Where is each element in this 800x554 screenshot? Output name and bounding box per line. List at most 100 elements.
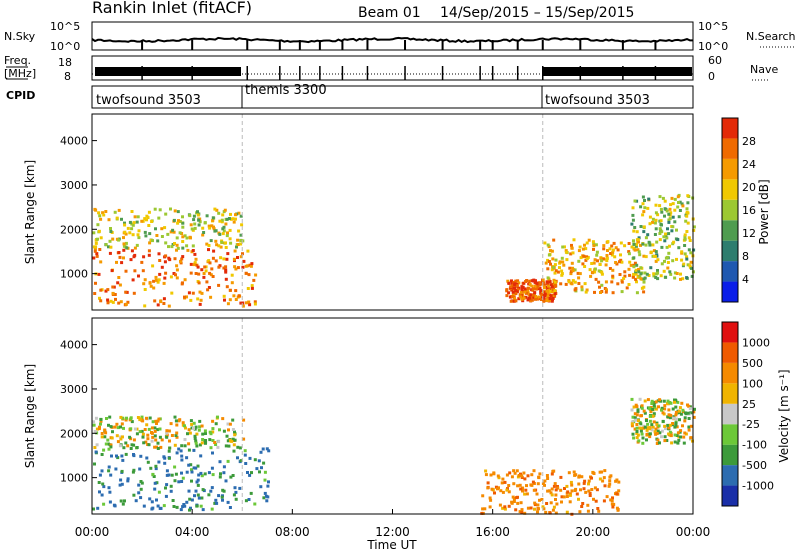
power-cell [584,290,588,294]
power-cell [98,248,102,251]
velocity-cell [172,505,176,508]
power-cell [160,235,164,238]
power-cell [117,276,121,279]
power-cell [623,244,627,248]
power-cell [198,220,202,224]
velocity-cell [99,419,103,423]
velocity-cell [135,427,139,431]
velocity-cell [581,502,585,505]
velocity-cell [118,483,122,487]
power-cell [133,215,137,219]
velocity-cell [192,421,196,425]
power-cell [207,248,210,252]
power-cell [549,262,552,266]
power-cell [598,263,602,266]
velocity-cell [92,507,95,511]
velocity-cell [501,506,505,510]
power-cell [532,287,535,291]
power-cell [581,247,585,251]
velocity-cell [503,480,507,484]
power-cell [191,249,195,252]
power-cell [681,264,685,268]
velocity-cell [153,429,157,433]
velocity-cell [658,398,662,402]
velocity-colorbar-tick-2: 100 [742,377,763,390]
velocity-cell [150,431,154,435]
power-cell [583,282,587,286]
power-cell [98,214,102,218]
cpid-frame [91,85,694,109]
velocity-cell [201,488,205,492]
velocity-cell [217,494,221,498]
velocity-cell [500,481,504,485]
velocity-cell [598,477,602,481]
power-cell [248,303,252,307]
power-cell [140,260,144,264]
power-cell [115,260,118,264]
power-cell [514,292,518,296]
power-cell [627,252,631,256]
velocity-cell [131,470,135,474]
power-cell [197,223,201,227]
velocity-cell [575,492,579,496]
power-cell [233,265,237,269]
velocity-cell [100,432,104,435]
power-cell [651,217,655,221]
velocity-cell [650,423,654,427]
power-cell [628,273,632,277]
power-cell [133,246,137,250]
power-cell [669,211,673,215]
velocity-ytick-label-2: 3000 [60,383,88,396]
velocity-cell [265,499,269,503]
velocity-cell [124,452,128,456]
power-cell [198,302,202,306]
velocity-cell [239,459,243,463]
velocity-cell [189,463,193,467]
power-cell [234,298,238,301]
power-cell [175,243,179,247]
velocity-cell [170,434,174,437]
velocity-cell [674,421,678,425]
power-cell [530,279,534,283]
power-cell [571,279,575,283]
velocity-cell [119,425,122,429]
velocity-cell [684,432,688,436]
velocity-colorbar-swatch-7 [722,342,738,363]
velocity-cell [142,441,146,445]
velocity-cell [247,498,251,501]
power-cell [539,290,543,294]
power-cell [683,235,687,239]
power-cell [181,255,185,259]
velocity-cell [521,489,524,493]
power-cell [232,257,236,261]
velocity-cell [109,445,113,449]
velocity-cell [129,417,133,421]
velocity-ytick-label-3: 4000 [60,339,88,352]
power-cell [664,275,668,279]
velocity-cell [603,469,607,473]
power-cell [118,283,122,287]
velocity-cell [243,453,247,457]
velocity-cell [660,408,663,412]
velocity-cell [124,441,128,445]
power-cell [511,284,515,288]
power-cell [635,230,639,234]
velocity-cell [665,439,669,442]
velocity-cell [514,508,518,512]
velocity-cell [204,432,207,435]
velocity-cell [657,424,661,428]
power-cell [682,262,686,266]
power-cell [553,283,557,287]
velocity-cell [168,439,171,443]
power-cell [552,265,556,269]
power-cell [642,230,646,234]
velocity-cell [173,415,177,419]
velocity-cell [119,415,123,419]
power-cell [153,207,157,211]
velocity-cell [100,469,104,473]
velocity-cell [159,506,163,510]
velocity-cell [140,481,144,485]
power-cell [604,290,608,294]
power-cell [583,265,587,268]
